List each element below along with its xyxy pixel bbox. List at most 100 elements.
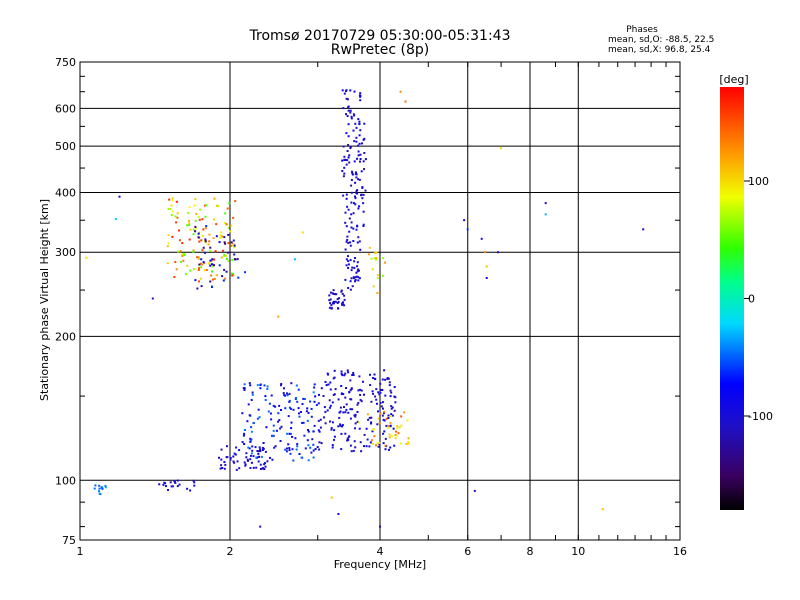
data-point (220, 468, 222, 470)
data-point (258, 456, 260, 458)
data-point (205, 227, 207, 229)
data-point (398, 432, 400, 434)
data-point (341, 373, 343, 375)
data-point (273, 447, 275, 449)
data-point (198, 280, 200, 282)
data-point (357, 178, 359, 180)
data-point (353, 130, 355, 132)
data-point (302, 403, 304, 405)
data-point (208, 243, 210, 245)
data-point (278, 405, 280, 407)
data-point (249, 458, 251, 460)
data-point (375, 444, 377, 446)
data-point (337, 298, 339, 300)
data-point (181, 242, 183, 244)
data-point (348, 436, 350, 438)
data-point (215, 250, 217, 252)
data-point (363, 445, 365, 447)
data-point (348, 135, 350, 137)
data-point (351, 269, 353, 271)
data-point (370, 258, 372, 260)
data-points (85, 89, 644, 527)
data-point (361, 142, 363, 144)
data-point (463, 219, 465, 221)
data-point (355, 272, 357, 274)
data-point (320, 419, 322, 421)
data-point (343, 295, 345, 297)
data-point (340, 385, 342, 387)
data-point (346, 198, 348, 200)
data-point (235, 454, 237, 456)
data-point (276, 430, 278, 432)
data-point (383, 369, 385, 371)
data-point (363, 138, 365, 140)
data-point (255, 457, 257, 459)
chart-subtitle: RwPretec (8p) (331, 42, 429, 58)
data-point (330, 405, 332, 407)
data-point (355, 171, 357, 173)
data-point (238, 449, 240, 451)
data-point (358, 421, 360, 423)
data-point (384, 379, 386, 381)
data-point (389, 381, 391, 383)
data-point (329, 421, 331, 423)
data-point (500, 147, 502, 149)
data-point (313, 457, 315, 459)
data-point (384, 420, 386, 422)
data-point (318, 402, 320, 404)
data-point (204, 252, 206, 254)
data-point (158, 483, 160, 485)
data-point (289, 407, 291, 409)
data-point (174, 481, 176, 483)
data-point (484, 251, 486, 253)
data-point (346, 403, 348, 405)
phase-stats-o: mean, sd,O: -88.5, 22.5 (608, 35, 714, 45)
data-point (377, 274, 379, 276)
data-point (362, 202, 364, 204)
data-point (353, 374, 355, 376)
data-point (214, 198, 216, 200)
data-point (249, 441, 251, 443)
data-point (231, 275, 233, 277)
data-point (355, 176, 357, 178)
data-point (343, 406, 345, 408)
data-point (354, 160, 356, 162)
data-point (355, 141, 357, 143)
data-point (329, 399, 331, 401)
data-point (345, 132, 347, 134)
data-point (387, 417, 389, 419)
data-point (289, 393, 291, 395)
data-point (355, 414, 357, 416)
data-point (390, 392, 392, 394)
data-point (335, 301, 337, 303)
data-point (332, 292, 334, 294)
data-point (385, 425, 387, 427)
data-point (241, 412, 243, 414)
data-point (152, 298, 154, 300)
data-point (221, 256, 223, 258)
data-point (270, 413, 272, 415)
data-point (244, 465, 246, 467)
data-point (393, 445, 395, 447)
data-point (342, 293, 344, 295)
y-tick-label: 200 (55, 330, 76, 343)
data-point (400, 91, 402, 93)
data-point (385, 438, 387, 440)
data-point (467, 228, 469, 230)
data-point (372, 393, 374, 395)
data-point (277, 412, 279, 414)
data-point (343, 175, 345, 177)
data-point (359, 394, 361, 396)
data-point (358, 154, 360, 156)
data-point (363, 394, 365, 396)
data-point (350, 245, 352, 247)
data-point (228, 227, 230, 229)
data-point (270, 418, 272, 420)
data-point (358, 121, 360, 123)
data-point (218, 457, 220, 459)
data-point (352, 174, 354, 176)
data-point (330, 389, 332, 391)
data-point (373, 285, 375, 287)
data-point (381, 389, 383, 391)
data-point (172, 199, 174, 201)
